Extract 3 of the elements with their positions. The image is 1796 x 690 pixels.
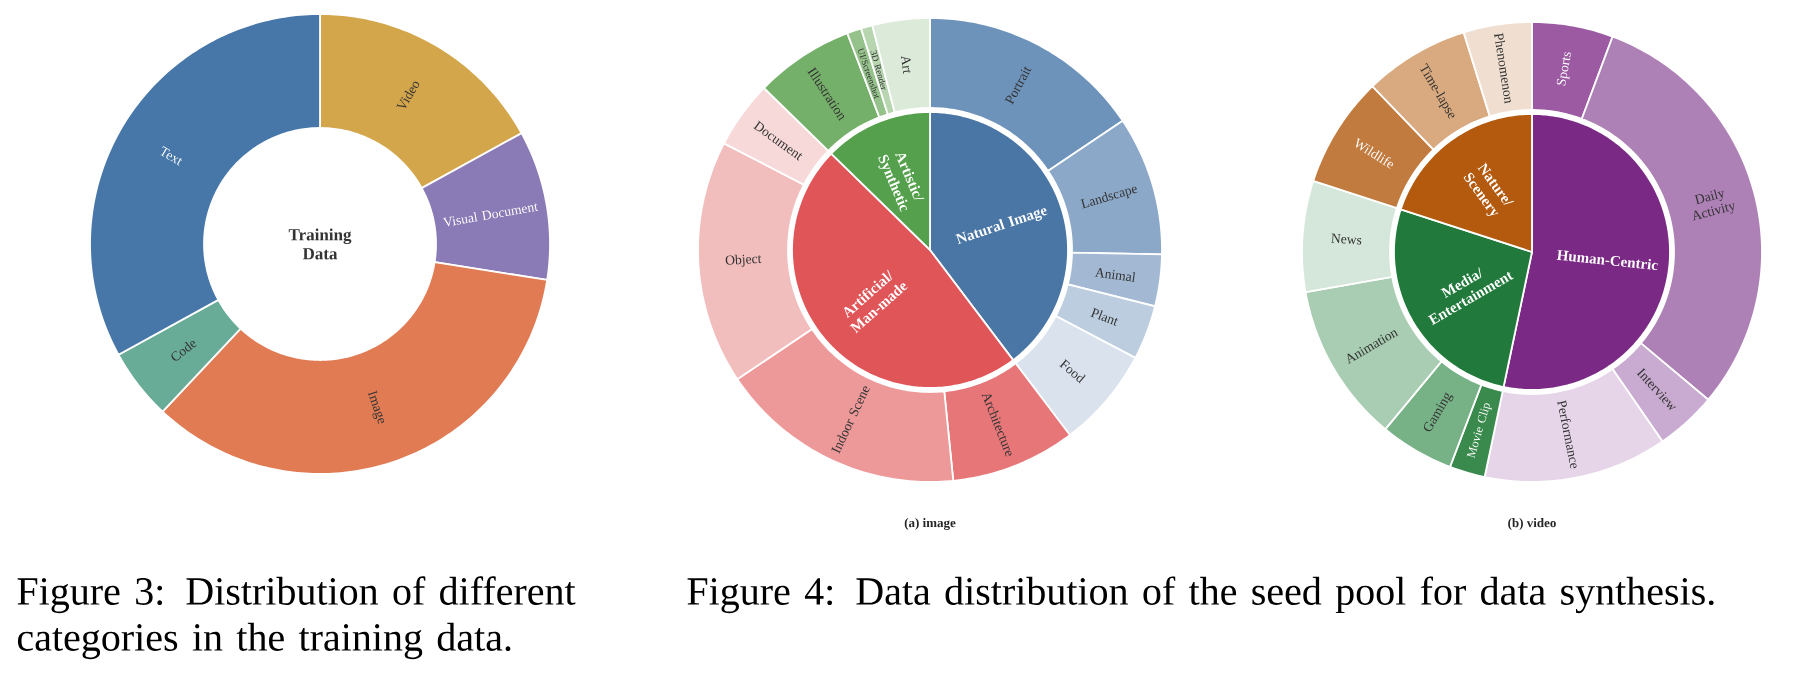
text: Training Data — [288, 228, 352, 260]
caption: Figure 4: Data distribution of the seed pool for data synthesis. — [687, 576, 1714, 614]
caption: Figure 3: Distribution of different categories in the training data. — [17, 576, 576, 660]
